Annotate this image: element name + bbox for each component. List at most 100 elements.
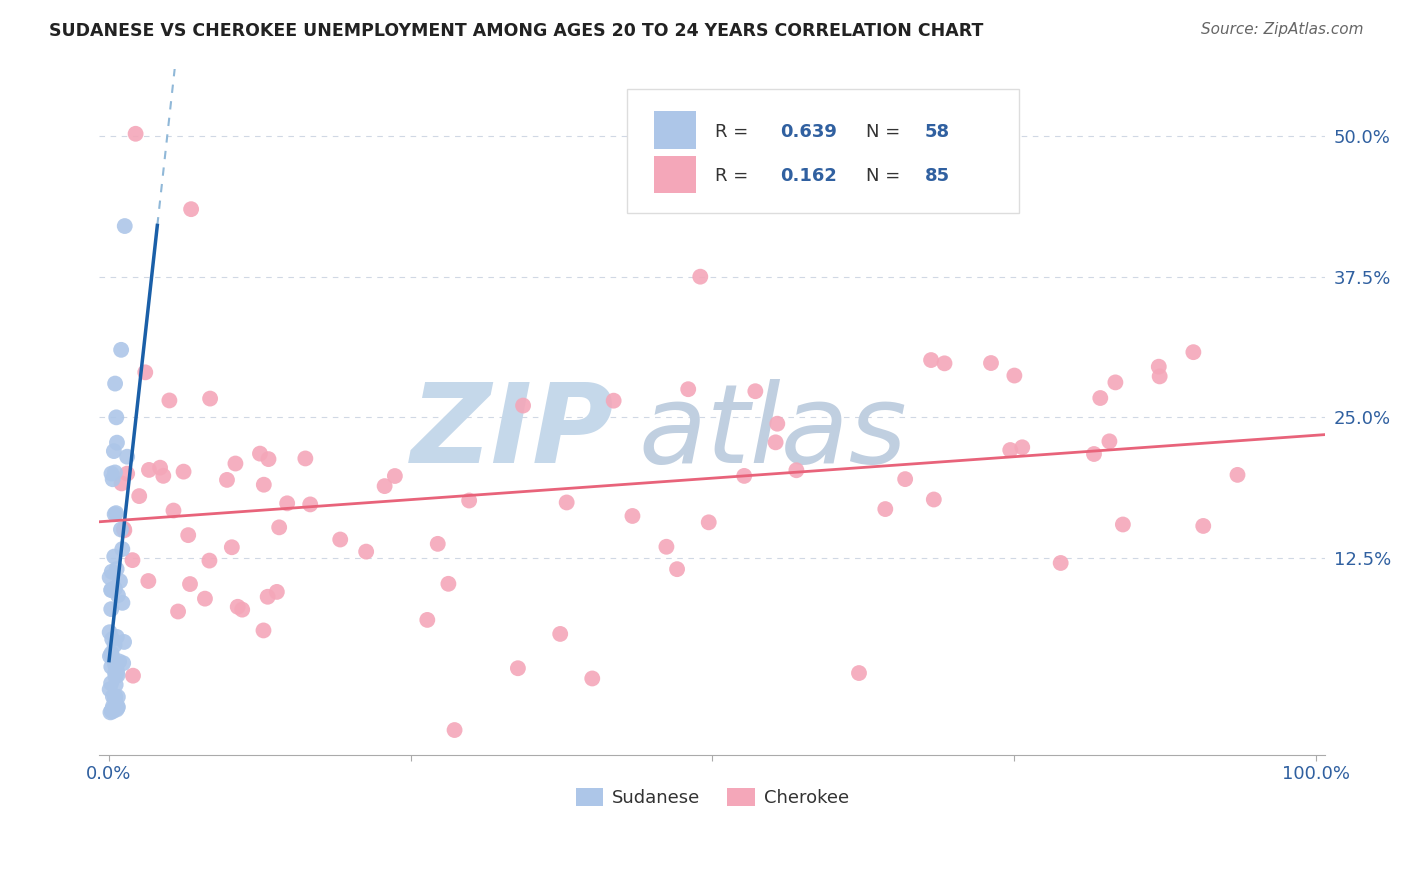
Point bbox=[848, 666, 870, 681]
Point bbox=[101, 699, 124, 714]
Point bbox=[103, 549, 125, 564]
Point bbox=[100, 676, 122, 690]
Point bbox=[101, 472, 124, 486]
Point bbox=[555, 495, 578, 509]
Point bbox=[1002, 368, 1025, 383]
Point bbox=[224, 457, 246, 471]
Point bbox=[167, 605, 190, 619]
Point bbox=[374, 479, 396, 493]
Point bbox=[426, 537, 449, 551]
Point bbox=[294, 451, 316, 466]
Point bbox=[257, 452, 280, 467]
Point bbox=[231, 602, 253, 616]
Legend: Sudanese, Cherokee: Sudanese, Cherokee bbox=[569, 780, 856, 814]
Point bbox=[253, 477, 276, 491]
Text: atlas: atlas bbox=[638, 379, 907, 486]
Point bbox=[157, 393, 180, 408]
Point bbox=[621, 508, 644, 523]
Point bbox=[112, 523, 135, 537]
Point bbox=[100, 646, 122, 660]
Point bbox=[100, 706, 122, 720]
Point bbox=[152, 468, 174, 483]
Point bbox=[266, 585, 288, 599]
Text: 0.162: 0.162 bbox=[780, 168, 837, 186]
Point bbox=[875, 502, 897, 516]
Point bbox=[179, 577, 201, 591]
Point bbox=[249, 447, 271, 461]
Point bbox=[105, 435, 128, 450]
Point bbox=[104, 690, 127, 704]
Point bbox=[104, 466, 127, 480]
Point bbox=[134, 365, 156, 379]
Point bbox=[215, 473, 238, 487]
Point bbox=[110, 476, 132, 491]
Point bbox=[100, 583, 122, 598]
Point bbox=[256, 590, 278, 604]
Point bbox=[98, 682, 121, 697]
Point bbox=[122, 669, 145, 683]
Point bbox=[138, 463, 160, 477]
Point bbox=[1090, 391, 1112, 405]
Point bbox=[100, 467, 122, 481]
Point bbox=[354, 544, 377, 558]
Point bbox=[226, 599, 249, 614]
Point bbox=[104, 692, 127, 706]
Point bbox=[98, 625, 121, 640]
Point bbox=[105, 630, 128, 644]
Point bbox=[198, 392, 221, 406]
Point bbox=[198, 553, 221, 567]
Point bbox=[105, 506, 128, 520]
Point bbox=[138, 574, 160, 588]
Point bbox=[252, 624, 274, 638]
Point bbox=[112, 635, 135, 649]
Point bbox=[149, 460, 172, 475]
Point bbox=[108, 655, 131, 669]
Point bbox=[107, 588, 129, 602]
Point bbox=[766, 417, 789, 431]
Point bbox=[602, 393, 624, 408]
Text: 58: 58 bbox=[924, 123, 949, 141]
Point bbox=[108, 574, 131, 589]
Point bbox=[162, 503, 184, 517]
Point bbox=[458, 493, 481, 508]
Point bbox=[101, 632, 124, 646]
Point bbox=[101, 704, 124, 718]
Point bbox=[221, 541, 243, 555]
Point bbox=[103, 702, 125, 716]
Point bbox=[689, 269, 711, 284]
Text: 0.639: 0.639 bbox=[780, 123, 837, 141]
Point bbox=[173, 465, 195, 479]
Point bbox=[100, 704, 122, 718]
Point bbox=[107, 699, 129, 714]
Point bbox=[104, 376, 127, 391]
Point bbox=[194, 591, 217, 606]
Point bbox=[103, 444, 125, 458]
Text: R =: R = bbox=[714, 168, 754, 186]
Point bbox=[128, 489, 150, 503]
Point bbox=[980, 356, 1002, 370]
Point bbox=[1192, 519, 1215, 533]
Point bbox=[105, 562, 128, 576]
FancyBboxPatch shape bbox=[654, 112, 696, 149]
Point bbox=[107, 668, 129, 682]
Point bbox=[1226, 467, 1249, 482]
Point bbox=[733, 469, 755, 483]
Point bbox=[512, 399, 534, 413]
Point bbox=[785, 463, 807, 477]
Text: SUDANESE VS CHEROKEE UNEMPLOYMENT AMONG AGES 20 TO 24 YEARS CORRELATION CHART: SUDANESE VS CHEROKEE UNEMPLOYMENT AMONG … bbox=[49, 22, 984, 40]
Point bbox=[104, 638, 127, 652]
Point bbox=[443, 723, 465, 737]
Point bbox=[384, 469, 406, 483]
Point bbox=[299, 497, 322, 511]
Text: R =: R = bbox=[714, 123, 754, 141]
Point bbox=[1049, 556, 1071, 570]
Point bbox=[104, 666, 127, 681]
Point bbox=[115, 450, 138, 464]
Point bbox=[1011, 440, 1033, 454]
Point bbox=[100, 659, 122, 673]
Point bbox=[105, 665, 128, 679]
Point bbox=[101, 565, 124, 579]
Point bbox=[107, 690, 129, 704]
Point bbox=[676, 382, 699, 396]
Point bbox=[1112, 517, 1135, 532]
